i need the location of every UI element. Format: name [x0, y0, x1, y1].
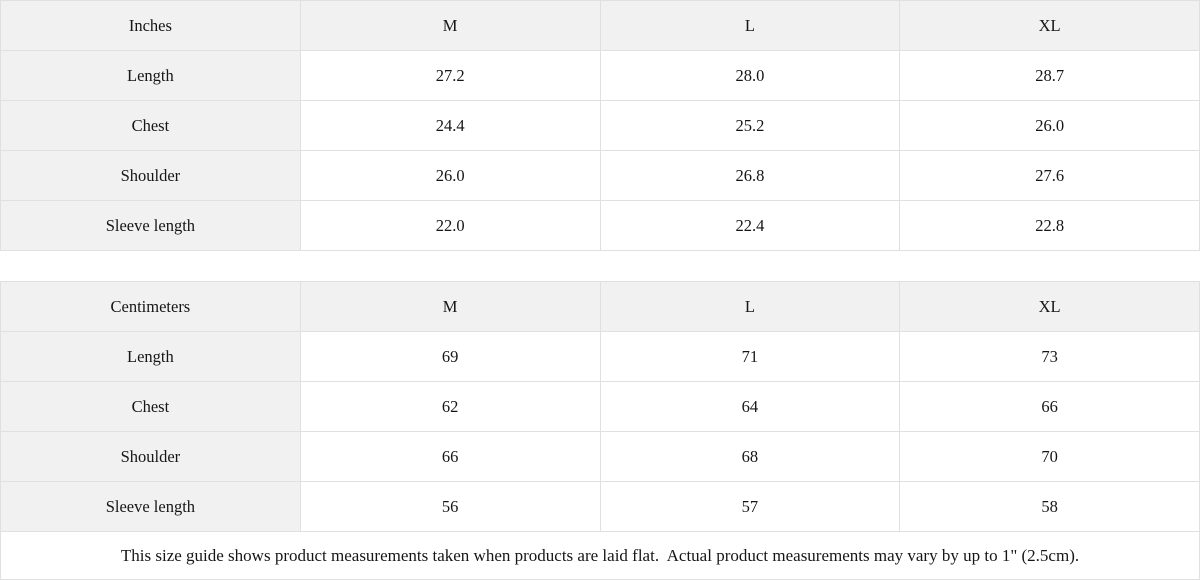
size-header-cell-l: L [599, 0, 901, 51]
measurement-value-cell: 66 [299, 431, 601, 482]
measurement-value-cell: 26.0 [299, 150, 601, 201]
measurement-value-cell: 22.8 [899, 200, 1200, 251]
table-row: Chest 62 64 66 [0, 381, 1200, 432]
measurement-value-cell: 57 [599, 481, 901, 532]
centimeters-header-row: Centimeters M L XL [0, 281, 1200, 332]
measurement-value-cell: 56 [299, 481, 601, 532]
size-header-cell-m: M [299, 281, 601, 332]
table-spacer [0, 251, 1200, 281]
measurement-value-cell: 62 [299, 381, 601, 432]
measurement-label-cell: Shoulder [0, 150, 301, 201]
table-row: Sleeve length 22.0 22.4 22.8 [0, 200, 1200, 251]
centimeters-table: Centimeters M L XL Length 69 71 73 Chest… [0, 281, 1200, 532]
measurement-value-cell: 22.4 [599, 200, 901, 251]
measurement-value-cell: 27.2 [299, 50, 601, 101]
measurement-label-cell: Length [0, 50, 301, 101]
measurement-value-cell: 70 [899, 431, 1200, 482]
inches-table: Inches M L XL Length 27.2 28.0 28.7 Ches… [0, 0, 1200, 251]
measurement-value-cell: 22.0 [299, 200, 601, 251]
table-row: Chest 24.4 25.2 26.0 [0, 100, 1200, 151]
inches-header-row: Inches M L XL [0, 0, 1200, 51]
measurement-label-cell: Chest [0, 100, 301, 151]
size-header-cell-xl: XL [899, 281, 1200, 332]
table-row: Length 69 71 73 [0, 331, 1200, 382]
measurement-value-cell: 26.8 [599, 150, 901, 201]
table-row: Sleeve length 56 57 58 [0, 481, 1200, 532]
measurement-value-cell: 71 [599, 331, 901, 382]
measurement-label-cell: Sleeve length [0, 481, 301, 532]
size-guide-note: This size guide shows product measuremen… [0, 532, 1200, 580]
table-row: Shoulder 26.0 26.8 27.6 [0, 150, 1200, 201]
measurement-label-cell: Chest [0, 381, 301, 432]
measurement-value-cell: 64 [599, 381, 901, 432]
unit-header-cell: Inches [0, 0, 301, 51]
size-header-cell-m: M [299, 0, 601, 51]
size-header-cell-l: L [599, 281, 901, 332]
measurement-value-cell: 68 [599, 431, 901, 482]
measurement-value-cell: 28.0 [599, 50, 901, 101]
measurement-value-cell: 28.7 [899, 50, 1200, 101]
measurement-value-cell: 24.4 [299, 100, 601, 151]
measurement-label-cell: Length [0, 331, 301, 382]
table-row: Shoulder 66 68 70 [0, 431, 1200, 482]
size-header-cell-xl: XL [899, 0, 1200, 51]
table-row: Length 27.2 28.0 28.7 [0, 50, 1200, 101]
measurement-value-cell: 25.2 [599, 100, 901, 151]
measurement-value-cell: 27.6 [899, 150, 1200, 201]
measurement-value-cell: 58 [899, 481, 1200, 532]
measurement-value-cell: 69 [299, 331, 601, 382]
measurement-value-cell: 73 [899, 331, 1200, 382]
measurement-label-cell: Shoulder [0, 431, 301, 482]
measurement-label-cell: Sleeve length [0, 200, 301, 251]
unit-header-cell: Centimeters [0, 281, 301, 332]
measurement-value-cell: 66 [899, 381, 1200, 432]
measurement-value-cell: 26.0 [899, 100, 1200, 151]
